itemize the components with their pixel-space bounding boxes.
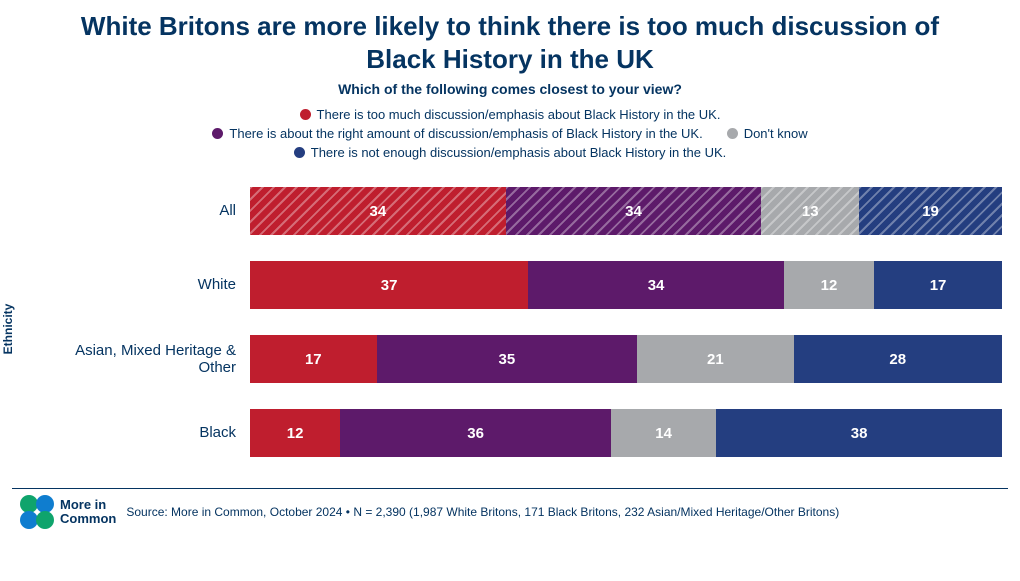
bar-segment-right-amount: 35 [377, 335, 638, 383]
chart-subtitle: Which of the following comes closest to … [0, 81, 1020, 97]
legend-item-dont-know: Don't know [727, 126, 808, 141]
bar-segment-right-amount: 34 [506, 187, 762, 235]
bar-segment-too-much: 17 [250, 335, 377, 383]
bar-value: 12 [287, 425, 304, 442]
bar-row: Black 12 36 14 38 [40, 396, 1020, 470]
stacked-bar: 17 35 21 28 [250, 335, 1002, 383]
bar-row: White 37 34 12 17 [40, 248, 1020, 322]
swatch-not-enough [294, 147, 305, 158]
bar-value: 34 [625, 203, 642, 220]
bar-segment-dont-know: 13 [761, 187, 859, 235]
bar-value: 34 [648, 277, 665, 294]
bar-segment-too-much: 34 [250, 187, 506, 235]
stacked-bar: 34 34 13 19 [250, 187, 1002, 235]
bar-value: 17 [930, 277, 947, 294]
swatch-too-much [300, 109, 311, 120]
stacked-bar: 12 36 14 38 [250, 409, 1002, 457]
bar-row: All 34 34 13 19 [40, 174, 1020, 248]
bar-value: 35 [499, 351, 516, 368]
bar-segment-not-enough: 38 [716, 409, 1002, 457]
bar-segment-too-much: 12 [250, 409, 340, 457]
bar-value: 14 [655, 425, 672, 442]
swatch-dont-know [727, 128, 738, 139]
bar-segment-dont-know: 12 [784, 261, 874, 309]
legend-label-not-enough: There is not enough discussion/emphasis … [311, 145, 727, 160]
bar-row: Asian, Mixed Heritage & Other 17 35 21 28 [40, 322, 1020, 396]
row-label: Asian, Mixed Heritage & Other [40, 342, 250, 377]
chart-area: Ethnicity All34341319White37341217Asian,… [0, 174, 1020, 470]
bar-segment-right-amount: 36 [340, 409, 611, 457]
bar-value: 19 [922, 203, 939, 220]
y-axis-label: Ethnicity [1, 304, 15, 355]
legend-label-dont-know: Don't know [744, 126, 808, 141]
brand-name: More in Common [60, 498, 116, 525]
row-label: Black [40, 424, 250, 441]
legend-label-right-amount: There is about the right amount of discu… [229, 126, 702, 141]
legend-item-right-amount: There is about the right amount of discu… [212, 126, 702, 141]
bar-value: 28 [889, 351, 906, 368]
bar-segment-not-enough: 19 [859, 187, 1002, 235]
bar-rows: All34341319White37341217Asian, Mixed Her… [40, 174, 1020, 470]
bar-value: 36 [467, 425, 484, 442]
row-label: All [40, 202, 250, 219]
bar-value: 13 [802, 203, 819, 220]
row-label: White [40, 276, 250, 293]
bar-segment-not-enough: 28 [794, 335, 1002, 383]
legend-item-too-much: There is too much discussion/emphasis ab… [300, 107, 721, 122]
bar-segment-dont-know: 21 [637, 335, 793, 383]
bar-segment-too-much: 37 [250, 261, 528, 309]
chart-title: White Britons are more likely to think t… [0, 0, 1020, 81]
legend-item-not-enough: There is not enough discussion/emphasis … [60, 145, 960, 160]
bar-value: 34 [369, 203, 386, 220]
bar-value: 38 [851, 425, 868, 442]
source-text: Source: More in Common, October 2024 • N… [126, 505, 1008, 519]
brand-logo-mark [20, 495, 54, 529]
bar-value: 37 [381, 277, 398, 294]
logo-circle [36, 511, 54, 529]
footer: More in Common Source: More in Common, O… [0, 489, 1020, 529]
legend-label-too-much: There is too much discussion/emphasis ab… [317, 107, 721, 122]
bar-value: 17 [305, 351, 322, 368]
bar-segment-right-amount: 34 [528, 261, 784, 309]
bar-value: 21 [707, 351, 724, 368]
swatch-right-amount [212, 128, 223, 139]
bar-segment-dont-know: 14 [611, 409, 716, 457]
bar-segment-not-enough: 17 [874, 261, 1002, 309]
bar-value: 12 [821, 277, 838, 294]
brand-logo: More in Common [20, 495, 116, 529]
legend: There is too much discussion/emphasis ab… [0, 107, 1020, 174]
stacked-bar: 37 34 12 17 [250, 261, 1002, 309]
